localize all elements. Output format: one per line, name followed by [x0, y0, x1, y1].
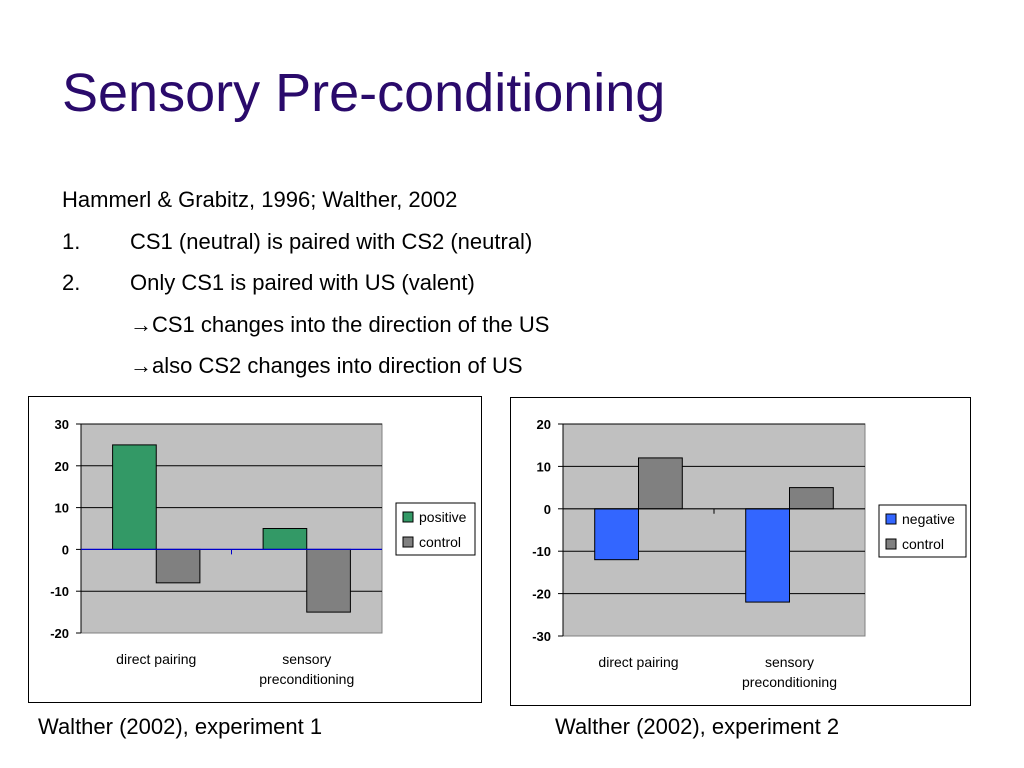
legend-swatch-control — [402, 536, 414, 548]
legend-swatch-negative — [885, 513, 897, 525]
reference-line: Hammerl & Grabitz, 1996; Walther, 2002 — [62, 187, 458, 212]
legend-swatch-positive — [402, 511, 414, 523]
x-tick-label: direct pairing — [116, 651, 196, 667]
x-tick-label: sensory — [765, 654, 814, 670]
caption-experiment-1: Walther (2002), experiment 1 — [38, 714, 323, 739]
y-tick-label: 20 — [537, 417, 551, 432]
y-tick-label: 0 — [62, 542, 69, 557]
bar-positive — [112, 444, 157, 550]
y-tick-label: -10 — [50, 584, 69, 599]
arrow-right-icon: → — [130, 353, 152, 378]
legend-label: positive — [419, 509, 467, 525]
legend-label: control — [419, 534, 461, 550]
caption-experiment-2: Walther (2002), experiment 2 — [555, 714, 840, 739]
legend-label: control — [902, 536, 944, 552]
step-text: CS1 (neutral) is paired with CS2 (neutra… — [130, 229, 533, 254]
bar-control — [155, 548, 201, 584]
y-tick-label: -10 — [532, 544, 551, 559]
y-tick-label: -30 — [532, 629, 551, 644]
x-tick-label: direct pairing — [598, 654, 678, 670]
step-text: Only CS1 is paired with US (valent) — [130, 270, 475, 295]
y-tick-label: -20 — [532, 587, 551, 602]
chart-experiment-2: -30 -20 -10 0 10 20 direct pairing sensory preco… — [510, 397, 971, 706]
bar-negative — [745, 508, 791, 603]
y-tick-label: 0 — [544, 502, 551, 517]
y-tick-label: 10 — [537, 459, 551, 474]
bar-positive — [262, 528, 308, 550]
step-number: 2. — [62, 270, 81, 295]
chart-experiment-2-svg: -30 -20 -10 0 10 20 direct pairing sensory preco… — [532, 417, 967, 690]
x-tick-label: sensory — [282, 651, 331, 667]
y-tick-label: 30 — [55, 417, 69, 432]
slide-title: Sensory Pre-conditioning — [62, 63, 666, 123]
y-tick-label: 10 — [55, 501, 69, 516]
chart-experiment-1: -20 -10 0 10 20 30 direct pairing sensory precon… — [28, 396, 482, 703]
y-tick-label: -20 — [50, 626, 69, 641]
sub-bullet-2: →also CS2 changes into direction of US — [130, 353, 523, 379]
arrow-right-icon: → — [130, 312, 152, 337]
legend-swatch-control — [885, 538, 897, 550]
legend-label: negative — [902, 511, 955, 527]
step-number: 1. — [62, 229, 81, 254]
sub-bullet-1: →CS1 changes into the direction of the U… — [130, 312, 549, 338]
x-tick-label: preconditioning — [259, 671, 354, 687]
bar-control — [306, 548, 351, 613]
x-tick-label: preconditioning — [742, 674, 837, 690]
chart-experiment-1-svg: -20 -10 0 10 20 30 direct pairing sensory precon… — [50, 417, 476, 687]
sub-bullet-text: also CS2 changes into direction of US — [152, 353, 523, 378]
bar-control — [789, 487, 834, 510]
bar-negative — [594, 508, 639, 561]
sub-bullet-text: CS1 changes into the direction of the US — [152, 312, 550, 337]
bar-control — [638, 457, 683, 510]
y-tick-label: 20 — [55, 459, 69, 474]
